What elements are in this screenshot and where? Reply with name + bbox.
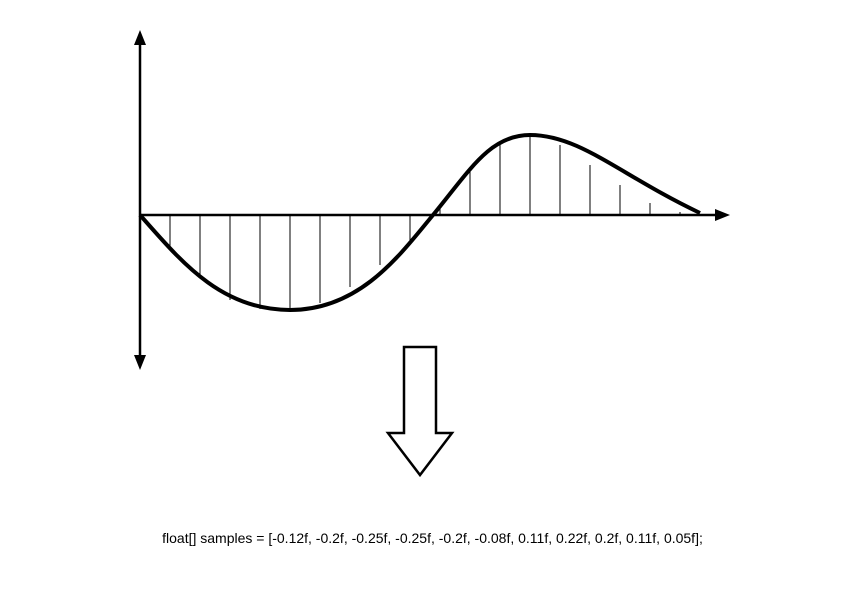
y-axis-arrow-up xyxy=(134,30,146,45)
samples-code-text: float[] samples = [-0.12f, -0.2f, -0.25f… xyxy=(0,530,865,546)
waveform-curve xyxy=(140,135,700,310)
diagram-container: float[] samples = [-0.12f, -0.2f, -0.25f… xyxy=(0,0,865,600)
y-axis-arrow-down xyxy=(134,355,146,370)
transform-arrow xyxy=(380,345,460,485)
block-arrow-down-icon xyxy=(388,347,452,475)
x-axis-arrow-right xyxy=(715,209,730,221)
waveform-chart xyxy=(120,30,740,370)
